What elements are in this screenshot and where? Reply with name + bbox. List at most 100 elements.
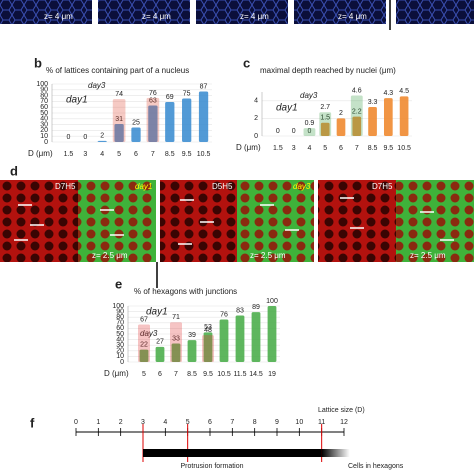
bar [383, 98, 393, 136]
value-label: 63 [149, 97, 157, 104]
x-tick-label: 5 [117, 151, 121, 158]
x-tick-label: 5 [142, 371, 146, 378]
legend-label: day1 [146, 307, 168, 318]
bar [235, 315, 245, 362]
x-tick-label: 1.5 [273, 145, 283, 152]
value-label: 87 [200, 83, 208, 90]
panel-f: f Lattice size (D) Protrusion formation … [30, 407, 404, 470]
y-tick-label: 30 [40, 121, 48, 128]
bar [182, 98, 192, 142]
value-label: 2 [100, 133, 104, 140]
value-label: 0 [307, 128, 311, 135]
y-tick-label: 4 [254, 98, 258, 105]
value-label: 4.6 [352, 87, 362, 94]
y-tick-label: 70 [40, 98, 48, 105]
panel-a: z= 4 μm z= 4 μm z= 4 μm z= 4 μm [0, 0, 474, 30]
value-label: 22 [140, 342, 148, 349]
span-fade [321, 449, 350, 457]
x-tick-label: 10.5 [217, 371, 231, 378]
y-tick-label: 40 [40, 116, 48, 123]
x-tick-label: 3 [292, 145, 296, 152]
value-label: 0 [276, 128, 280, 135]
value-label: 27 [156, 339, 164, 346]
y-tick-label: 100 [112, 303, 124, 310]
y-tick-label: 10 [116, 353, 124, 360]
span-label: Protrusion formation [180, 463, 243, 470]
x-tick-label: 14.5 [249, 371, 263, 378]
x-tick-label: 11.5 [233, 371, 246, 378]
x-tick-label: 19 [268, 371, 276, 378]
x-tick-label: 7 [151, 151, 155, 158]
bar [320, 122, 330, 136]
bar [202, 335, 214, 362]
value-label: 89 [252, 304, 260, 311]
value-label: 74 [115, 91, 123, 98]
value-label: 67 [140, 316, 148, 323]
image-label: day1 [135, 182, 152, 191]
span-bar [143, 449, 322, 457]
panel-label: f [30, 415, 35, 430]
value-label: 4.3 [383, 90, 393, 97]
bar [165, 101, 175, 142]
panel-label: d [10, 163, 18, 178]
chart-title: maximal depth reached by nuclei (μm) [260, 66, 396, 75]
tick-label: 6 [208, 419, 212, 426]
depth-label: z= 2.5 μm [92, 251, 128, 260]
y-tick-label: 0 [44, 139, 48, 146]
tick-label: 9 [275, 419, 279, 426]
micrograph [396, 0, 474, 24]
span-label: Cells in hexagons [348, 463, 404, 470]
y-tick-label: 80 [116, 314, 124, 321]
value-label: 48 [204, 327, 212, 334]
bar [97, 140, 107, 142]
x-tick-label: 9.5 [203, 371, 213, 378]
value-label: 31 [115, 116, 123, 123]
x-tick-label: 8.5 [187, 371, 197, 378]
arrows [14, 197, 454, 245]
x-tick-label: 5 [323, 145, 327, 152]
x-tick-label: 6 [339, 145, 343, 152]
value-label: 3.3 [368, 99, 378, 106]
y-tick-label: 0 [120, 359, 124, 366]
panel-label: e [115, 276, 122, 291]
y-tick-label: 20 [40, 127, 48, 134]
depth-label: z= 2.5 μm [250, 251, 286, 260]
micrograph [396, 180, 474, 262]
bar [148, 105, 158, 142]
chart-title: % of lattices containing part of a nucle… [46, 66, 189, 75]
value-label: 2 [339, 110, 343, 117]
bar [146, 97, 160, 142]
x-tick-label: 8.5 [368, 145, 378, 152]
x-axis-label: D (μm) [236, 143, 261, 152]
y-tick-label: 90 [116, 308, 124, 315]
y-tick-label: 90 [40, 87, 48, 94]
image-label: D7H5 [372, 182, 393, 191]
micrograph [98, 0, 190, 24]
micrograph [196, 0, 288, 24]
y-tick-label: 80 [40, 92, 48, 99]
y-tick-label: 70 [116, 320, 124, 327]
x-tick-label: 6 [134, 151, 138, 158]
y-tick-label: 40 [116, 336, 124, 343]
micrograph [0, 0, 92, 24]
value-label: 33 [172, 335, 180, 342]
x-axis-label: D (μm) [104, 369, 129, 378]
y-tick-label: 20 [116, 348, 124, 355]
y-tick-label: 30 [116, 342, 124, 349]
tick-label: 1 [96, 419, 100, 426]
tick-label: 12 [340, 419, 348, 426]
y-tick-label: 2 [254, 115, 258, 122]
value-label: 0.9 [305, 120, 315, 127]
bar [319, 112, 332, 136]
y-tick-label: 60 [40, 104, 48, 111]
x-tick-label: 7 [174, 371, 178, 378]
value-label: 83 [236, 307, 244, 314]
depth-label: z= 4 μm [338, 12, 367, 21]
micrograph [78, 180, 156, 262]
x-tick-label: 4 [100, 151, 104, 158]
micrograph [160, 180, 237, 262]
x-tick-label: 7 [355, 145, 359, 152]
depth-label: z= 4 μm [44, 12, 73, 21]
depth-label: z= 4 μm [142, 12, 171, 21]
